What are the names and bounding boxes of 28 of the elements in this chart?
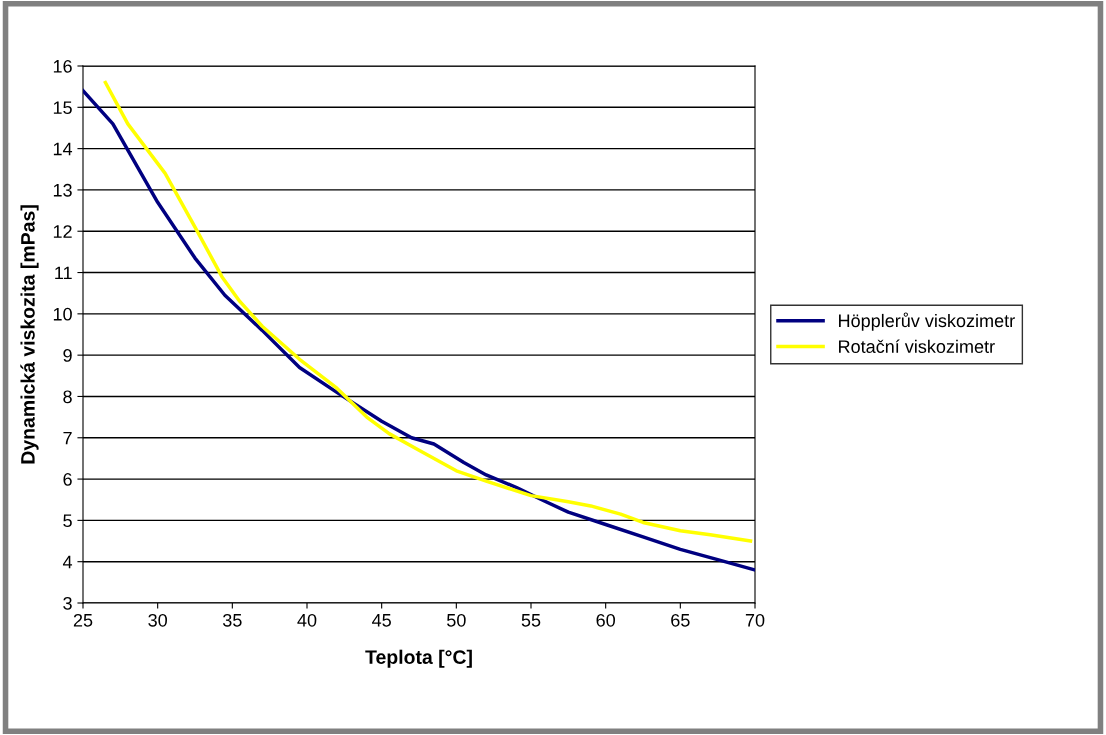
x-tick-label: 45: [372, 614, 391, 627]
y-tick-label: 8: [63, 390, 72, 404]
y-tick-label: 15: [53, 101, 72, 115]
x-tick-label: 65: [671, 613, 690, 627]
y-tick-label: 14: [53, 142, 73, 156]
y-tick-label: 13: [53, 183, 72, 197]
x-tick-label: 60: [596, 613, 615, 627]
legend-label: Rotační viskozimetr: [839, 339, 995, 354]
y-tick-label: 4: [62, 555, 73, 569]
x-tick-label: 25: [73, 613, 93, 627]
y-tick-label: 6: [63, 473, 72, 486]
y-tick-label: 7: [63, 431, 72, 445]
x-tick-label: 30: [148, 613, 167, 627]
y-axis-title: Dynamická viskozita [mPas]: [20, 205, 39, 464]
y-tick-label: 12: [53, 225, 72, 238]
x-axis-title: Teplota [°C]: [365, 649, 472, 668]
y-tick-label: 16: [53, 59, 72, 73]
y-tick-label: 5: [63, 514, 72, 528]
x-tick-label: 70: [745, 613, 765, 627]
x-tick-label: 50: [447, 613, 466, 627]
y-tick-label: 10: [53, 307, 72, 321]
y-tick-label: 9: [63, 349, 72, 362]
legend-label: Höpplerův viskozimetr: [839, 312, 1015, 331]
x-tick-label: 40: [297, 613, 317, 627]
x-tick-label: 35: [222, 613, 242, 627]
x-tick-label: 55: [521, 614, 541, 627]
y-tick-label: 11: [55, 266, 72, 280]
y-tick-label: 3: [63, 596, 72, 610]
